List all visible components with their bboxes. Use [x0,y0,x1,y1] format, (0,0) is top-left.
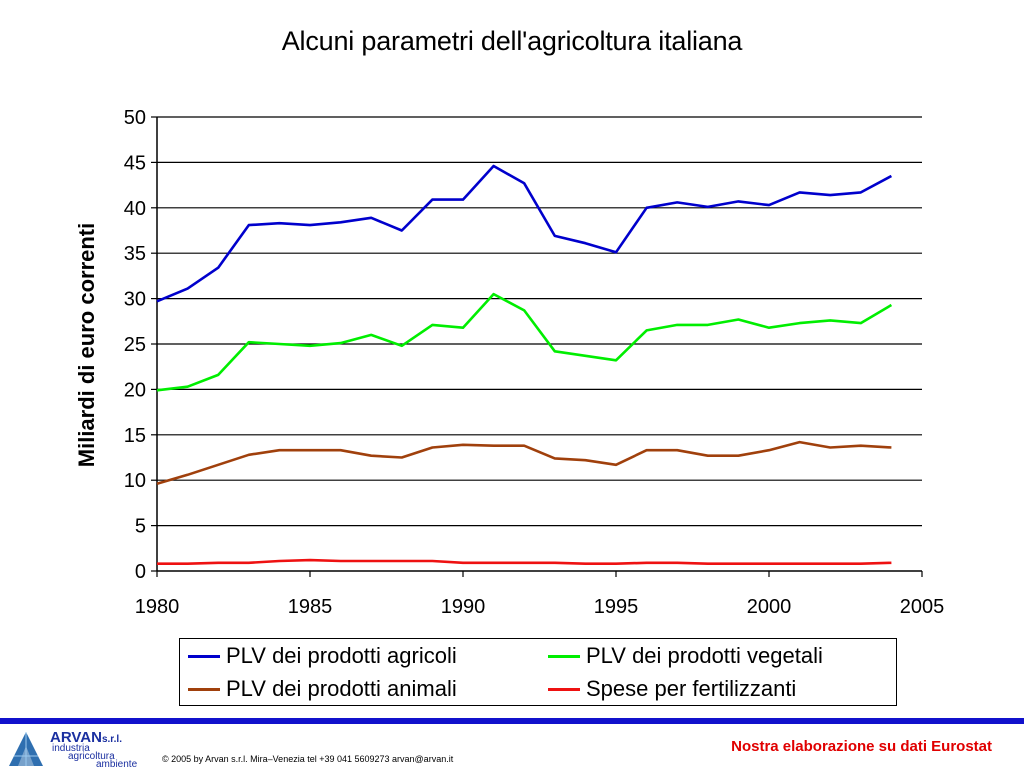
legend-swatch [548,687,580,691]
legend-entry-2: PLV dei prodotti vegetali [540,639,896,673]
y-tick-label: 30 [124,289,146,311]
y-tick-label: 35 [124,243,146,265]
arvan-logo [9,732,43,766]
legend-label: PLV dei prodotti agricoli [226,643,457,668]
source-note: Nostra elaborazione su dati Eurostat [731,738,992,755]
y-tick-label: 20 [124,379,146,401]
x-tick-label: 1980 [135,596,180,618]
logo-name: ARVANs.r.l. [50,729,122,746]
legend-label: Spese per fertilizzanti [586,676,797,701]
y-tick-label: 25 [124,334,146,356]
legend-entry-1: PLV dei prodotti agricoli [180,639,540,673]
y-tick-label: 15 [124,425,146,447]
y-tick-label: 40 [124,198,146,220]
series-line-2 [156,292,893,392]
y-tick-label: 50 [124,107,146,129]
logo-line-2: agricoltura [68,751,115,762]
x-tick-label: 2005 [900,596,945,618]
line-chart: 0 5 10 15 20 25 30 35 40 45 50 1980 1985 1990 1995 2000… [74,107,945,618]
legend-label: PLV dei prodotti animali [226,676,457,701]
chart-legend: PLV dei prodotti agricoli PLV dei prodott… [179,638,897,706]
x-tick-label: 2000 [747,596,792,618]
legend-label: PLV dei prodotti vegetali [586,643,823,668]
legend-swatch [188,654,220,658]
y-axis-label: Miliardi di euro correnti [74,223,99,467]
x-tick-label: 1990 [441,596,486,618]
y-tick-label: 5 [135,516,146,538]
logo-line-1: industria [52,743,90,754]
x-tick-label: 1995 [594,596,639,618]
logo-suffix: s.r.l. [101,734,122,745]
x-tick-label: 1985 [288,596,333,618]
chart-title: Alcuni parametri dell'agricoltura italia… [281,26,743,56]
legend-swatch [188,687,220,691]
y-tick-label: 45 [124,152,146,174]
copyright-text: © 2005 by Arvan s.r.l. Mira–Venezia tel … [162,754,454,764]
y-tick-label: 0 [135,561,146,583]
series-line-3 [156,440,892,486]
logo-line-3: ambiente [96,759,138,770]
legend-entry-4: Spese per fertilizzanti [540,673,896,705]
series-line-1 [156,164,893,303]
footer-divider [0,718,1024,724]
series-line-4 [157,558,892,566]
legend-entry-3: PLV dei prodotti animali [180,673,540,705]
y-tick-label: 10 [124,470,146,492]
legend-swatch [548,654,580,658]
